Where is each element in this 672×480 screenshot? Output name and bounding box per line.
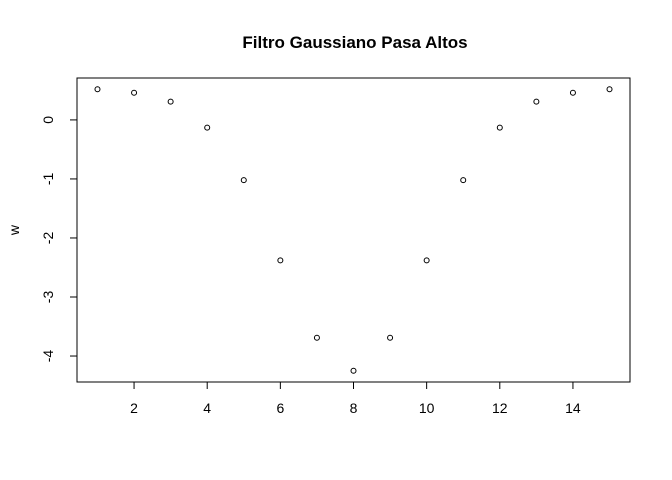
x-tick-label: 12 [492,400,508,416]
data-point [131,89,138,96]
data-point [460,177,467,184]
chart-title: Filtro Gaussiano Pasa Altos [242,33,467,52]
data-point [277,257,284,264]
y-tick-label: -1 [40,173,56,186]
y-tick-label: -2 [40,232,56,245]
data-points [94,86,613,374]
data-point [313,334,320,341]
x-axis: 2 4 6 8 10 12 14 [130,381,581,416]
x-tick-label: 10 [419,400,435,416]
y-tick-label: 0 [40,116,56,124]
x-tick-label: 14 [565,400,581,416]
y-tick-label: -3 [40,291,56,304]
y-axis: 0 -1 -2 -3 -4 [40,116,78,363]
x-tick-label: 6 [276,400,284,416]
data-point [204,124,211,131]
data-point [387,334,394,341]
data-point [606,86,613,93]
y-tick-label: -4 [40,350,56,363]
data-point [350,367,357,374]
data-point [569,89,576,96]
data-point [496,124,503,131]
x-tick-label: 2 [130,400,138,416]
data-point [240,177,247,184]
x-tick-label: 8 [350,400,358,416]
plot-frame [76,77,631,383]
y-axis-title: w [6,224,22,236]
x-tick-label: 4 [203,400,211,416]
data-point [423,257,430,264]
data-point [94,86,101,93]
data-point [167,98,174,105]
data-point [533,98,540,105]
